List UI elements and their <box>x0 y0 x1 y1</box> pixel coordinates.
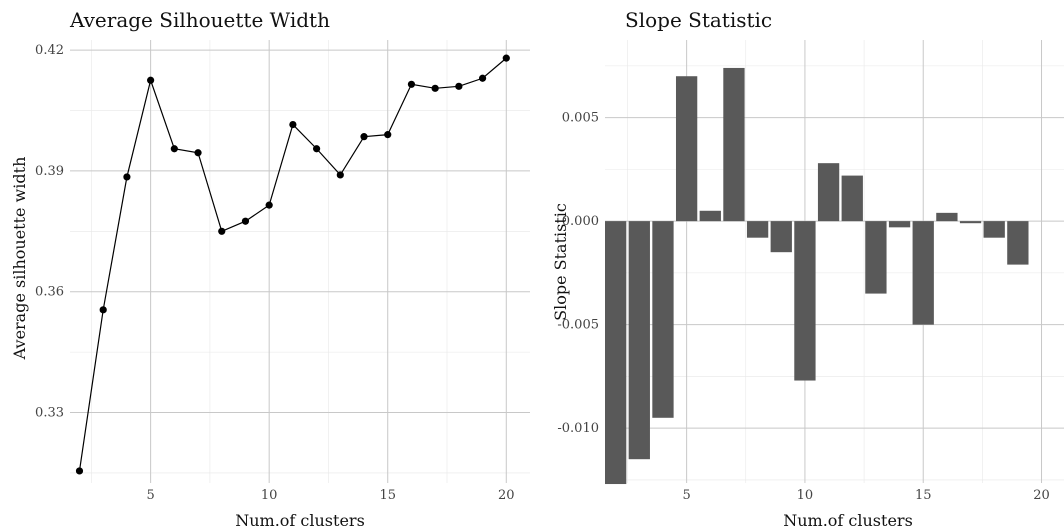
silhouette-data-point <box>336 171 344 179</box>
slope-bar <box>746 221 769 238</box>
silhouette-data-point <box>289 120 297 129</box>
silhouette-data-point <box>360 133 368 141</box>
slope-tick-labels: 5 10 15 20 -0.010 -0.005 0.000 0.005 <box>557 111 1049 503</box>
slope-bar <box>652 221 674 418</box>
silhouette-data-point <box>147 76 155 84</box>
slope-y-tick-label: 0.005 <box>562 111 599 126</box>
silhouette-y-tick-label: 0.36 <box>35 285 64 300</box>
slope-y-tick-label: -0.005 <box>557 318 599 333</box>
slope-bar <box>817 163 840 222</box>
slope-bar <box>794 221 816 381</box>
silhouette-y-tick-label: 0.33 <box>35 406 64 421</box>
slope-bar <box>912 221 934 325</box>
silhouette-y-tick-label: 0.39 <box>35 164 64 179</box>
slope-marks <box>605 67 1029 485</box>
silhouette-data-point <box>431 84 439 92</box>
silhouette-data-point <box>241 217 250 225</box>
slope-x-tick-label: 20 <box>1033 488 1050 503</box>
silhouette-marks <box>75 54 510 475</box>
silhouette-x-tick-label: 15 <box>379 488 396 503</box>
slope-chart: 5 10 15 20 -0.010 -0.005 0.000 0.005 Slope Stat… <box>551 8 1064 530</box>
slope-y-tick-label: 0.000 <box>562 214 599 229</box>
slope-bar <box>936 212 958 222</box>
slope-y-axis-title: Slope Statistic <box>551 203 570 321</box>
silhouette-data-point <box>478 74 487 82</box>
silhouette-data-point <box>312 145 321 153</box>
slope-bar <box>628 221 650 460</box>
slope-bar <box>888 221 911 228</box>
slope-x-axis-title: Num.of clusters <box>783 511 913 530</box>
silhouette-data-point <box>99 306 107 314</box>
silhouette-data-point <box>75 467 84 475</box>
silhouette-data-point <box>265 201 273 209</box>
slope-bar <box>841 175 863 222</box>
slope-bar <box>983 221 1005 238</box>
silhouette-y-axis-title: Average silhouette width <box>10 157 29 361</box>
silhouette-data-point <box>170 145 178 153</box>
slope-bar <box>675 76 698 222</box>
slope-bar <box>723 67 745 222</box>
silhouette-x-axis-title: Num.of clusters <box>235 511 365 530</box>
silhouette-chart-title: Average Silhouette Width <box>69 8 330 32</box>
silhouette-data-point <box>455 82 463 90</box>
silhouette-x-tick-label: 10 <box>261 488 278 503</box>
silhouette-gridlines <box>70 40 530 483</box>
slope-x-tick-label: 10 <box>797 488 814 503</box>
silhouette-y-tick-label: 0.42 <box>35 43 64 58</box>
slope-x-tick-label: 15 <box>915 488 932 503</box>
slope-x-tick-label: 5 <box>682 488 690 503</box>
slope-bar <box>605 221 627 485</box>
slope-bar <box>959 221 982 224</box>
slope-chart-title: Slope Statistic <box>625 8 772 32</box>
silhouette-x-tick-label: 20 <box>498 488 515 503</box>
silhouette-data-point <box>384 131 392 139</box>
silhouette-data-point <box>218 227 226 235</box>
slope-bar <box>770 221 792 253</box>
silhouette-data-point <box>407 80 416 88</box>
silhouette-tick-labels: 5 10 15 20 0.33 0.36 0.39 0.42 <box>35 43 515 503</box>
slope-bar <box>1007 221 1029 265</box>
slope-bar <box>699 210 721 222</box>
silhouette-data-point <box>502 54 510 62</box>
silhouette-x-tick-label: 5 <box>146 488 154 503</box>
silhouette-data-point <box>194 149 202 157</box>
slope-y-tick-label: -0.010 <box>557 421 599 436</box>
silhouette-data-point <box>123 173 131 181</box>
slope-bar <box>865 221 887 294</box>
silhouette-chart: 5 10 15 20 0.33 0.36 0.39 0.42 Average Silhouet… <box>10 8 530 530</box>
